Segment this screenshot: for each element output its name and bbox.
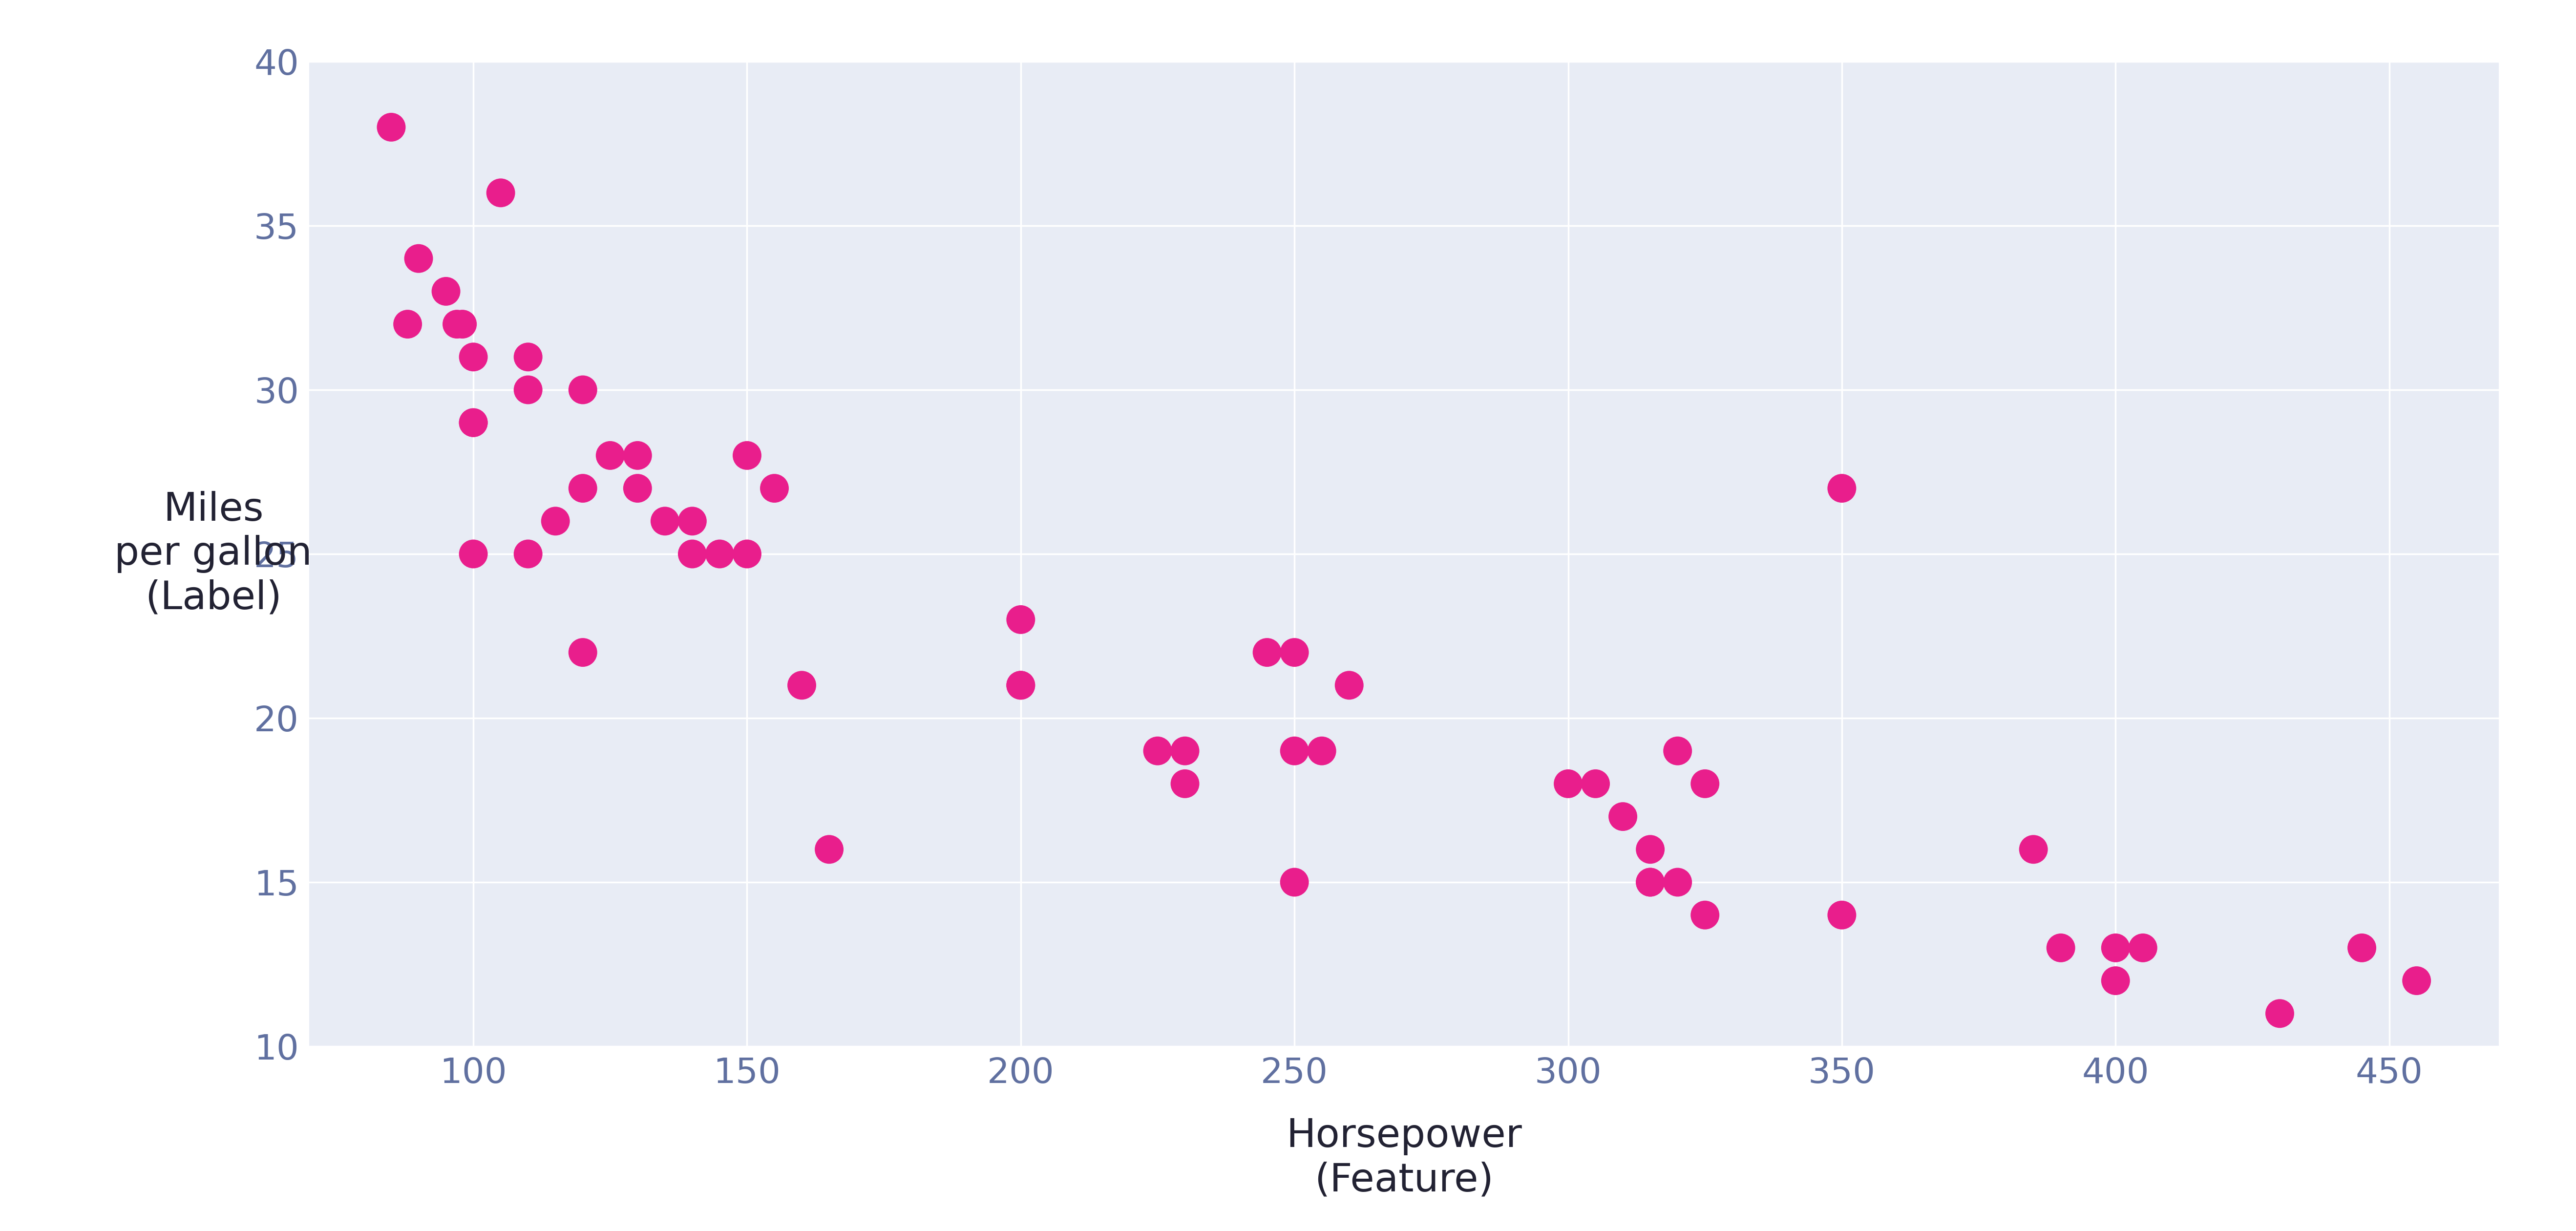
Point bbox=[1574, 774, 1615, 794]
Point bbox=[1656, 741, 1698, 761]
Point bbox=[397, 249, 438, 268]
Point bbox=[453, 412, 495, 432]
Point bbox=[1273, 873, 1314, 892]
Point bbox=[1164, 741, 1206, 761]
Point bbox=[1631, 873, 1672, 892]
Point bbox=[1631, 840, 1672, 859]
Point bbox=[2342, 938, 2383, 958]
Point bbox=[2012, 840, 2053, 859]
Point bbox=[453, 412, 495, 432]
Point bbox=[672, 544, 714, 564]
Point bbox=[618, 479, 659, 499]
Point bbox=[726, 446, 768, 465]
Point bbox=[999, 676, 1041, 696]
Point bbox=[507, 347, 549, 367]
Point bbox=[1821, 479, 1862, 499]
Point bbox=[536, 511, 577, 531]
Point bbox=[1247, 643, 1288, 662]
Point bbox=[2123, 938, 2164, 958]
Point bbox=[809, 840, 850, 859]
Point bbox=[726, 544, 768, 564]
Point bbox=[1273, 741, 1314, 761]
Point bbox=[435, 314, 477, 334]
Point bbox=[2259, 1003, 2300, 1023]
Point bbox=[453, 347, 495, 367]
Point bbox=[443, 314, 484, 334]
Point bbox=[1329, 676, 1370, 696]
Point bbox=[507, 380, 549, 400]
Point bbox=[2396, 971, 2437, 991]
Point bbox=[479, 183, 520, 203]
Point bbox=[562, 643, 603, 662]
Point bbox=[562, 380, 603, 400]
Point bbox=[453, 544, 495, 564]
Point bbox=[1273, 643, 1314, 662]
Y-axis label: Miles
per gallon
(Label): Miles per gallon (Label) bbox=[113, 491, 312, 617]
Point bbox=[425, 282, 466, 302]
Point bbox=[386, 314, 428, 334]
Point bbox=[1136, 741, 1177, 761]
Point bbox=[1685, 905, 1726, 924]
Point bbox=[507, 544, 549, 564]
Point bbox=[644, 511, 685, 531]
Point bbox=[590, 446, 631, 465]
Point bbox=[781, 676, 822, 696]
Point bbox=[1301, 741, 1342, 761]
Point bbox=[698, 544, 739, 564]
Point bbox=[999, 676, 1041, 696]
Point bbox=[371, 117, 412, 137]
Point bbox=[2094, 971, 2136, 991]
Point bbox=[1685, 774, 1726, 794]
Point bbox=[999, 609, 1041, 629]
Point bbox=[562, 479, 603, 499]
Point bbox=[2094, 938, 2136, 958]
Point bbox=[755, 479, 796, 499]
Point bbox=[672, 511, 714, 531]
Point bbox=[1821, 905, 1862, 924]
Point bbox=[2040, 938, 2081, 958]
Point bbox=[1164, 774, 1206, 794]
Point bbox=[618, 446, 659, 465]
Point bbox=[1602, 806, 1643, 826]
Point bbox=[1548, 774, 1589, 794]
X-axis label: Horsepower
(Feature): Horsepower (Feature) bbox=[1285, 1118, 1522, 1199]
Point bbox=[1656, 873, 1698, 892]
Point bbox=[1631, 873, 1672, 892]
